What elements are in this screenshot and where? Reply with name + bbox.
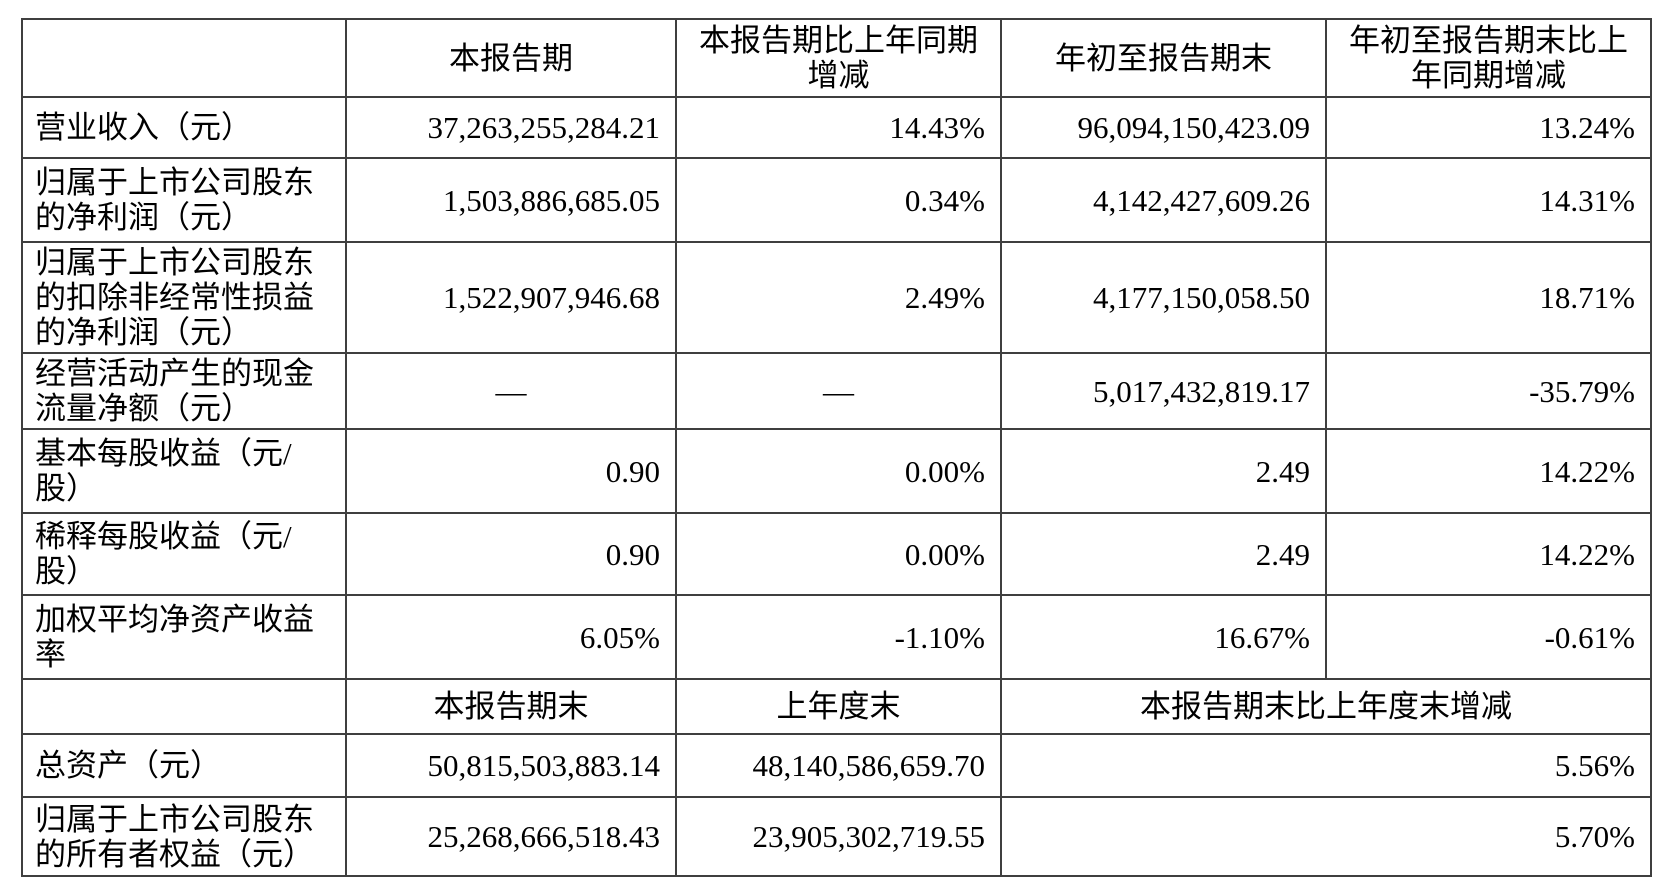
row-label-cell: 归属于上市公司股东 的净利润（元） [21, 157, 347, 243]
value-cell: 13.24% [1325, 96, 1652, 159]
row-diluted-eps: 稀释每股收益（元/ 股） 0.90 0.00% 2.49 14.22% [21, 512, 1652, 596]
row-label-cell: 经营活动产生的现金 流量净额（元） [21, 352, 347, 430]
value-cell: -1.10% [675, 594, 1002, 680]
col-header-end-of-last-year: 上年度末 [675, 678, 1002, 735]
value-cell: 23,905,302,719.55 [675, 796, 1002, 877]
row-label-cell: 稀释每股收益（元/ 股） [21, 512, 347, 596]
row-equity-attributable: 归属于上市公司股东 的所有者权益（元） 25,268,666,518.43 23… [21, 796, 1652, 877]
value-cell: 0.00% [675, 428, 1002, 514]
value-cell: 5.56% [1000, 733, 1652, 798]
main-header-row: 本报告期 本报告期比上年同期 增减 年初至报告期末 年初至报告期末比上 年同期增… [21, 18, 1652, 98]
row-net-profit-after-nonrecurring: 归属于上市公司股东 的扣除非经常性损益 的净利润（元） 1,522,907,94… [21, 241, 1652, 354]
value-cell: 37,263,255,284.21 [345, 96, 677, 159]
col-header-year-to-date: 年初至报告期末 [1000, 18, 1327, 98]
row-label-cell: 归属于上市公司股东 的扣除非经常性损益 的净利润（元） [21, 241, 347, 354]
value-cell: 0.90 [345, 512, 677, 596]
row-operating-cash-flow: 经营活动产生的现金 流量净额（元） — — 5,017,432,819.17 -… [21, 352, 1652, 430]
value-cell: 1,522,907,946.68 [345, 241, 677, 354]
row-operating-revenue: 营业收入（元） 37,263,255,284.21 14.43% 96,094,… [21, 96, 1652, 159]
row-label-cell: 基本每股收益（元/ 股） [21, 428, 347, 514]
value-cell: -0.61% [1325, 594, 1652, 680]
row-label-cell: 营业收入（元） [21, 96, 347, 159]
value-cell: 14.22% [1325, 512, 1652, 596]
value-cell: 48,140,586,659.70 [675, 733, 1002, 798]
value-cell: 0.00% [675, 512, 1002, 596]
value-cell: 5.70% [1000, 796, 1652, 877]
dash-cell: — [675, 352, 1002, 430]
value-cell: 0.34% [675, 157, 1002, 243]
row-label-cell: 总资产（元） [21, 733, 347, 798]
value-cell: 2.49 [1000, 512, 1327, 596]
value-cell: 50,815,503,883.14 [345, 733, 677, 798]
col-header-ytd-yoy-change: 年初至报告期末比上 年同期增减 [1325, 18, 1652, 98]
value-cell: 4,142,427,609.26 [1000, 157, 1327, 243]
col-header-current-period: 本报告期 [345, 18, 677, 98]
value-cell: 18.71% [1325, 241, 1652, 354]
row-label-cell: 加权平均净资产收益 率 [21, 594, 347, 680]
value-cell: 14.31% [1325, 157, 1652, 243]
value-cell: 14.22% [1325, 428, 1652, 514]
col-header-change-vs-last-year-end: 本报告期末比上年度末增减 [1000, 678, 1652, 735]
value-cell: 2.49% [675, 241, 1002, 354]
corner-empty-cell [21, 18, 347, 98]
value-cell: 5,017,432,819.17 [1000, 352, 1327, 430]
row-weighted-avg-roe: 加权平均净资产收益 率 6.05% -1.10% 16.67% -0.61% [21, 594, 1652, 680]
row-label-cell: 归属于上市公司股东 的所有者权益（元） [21, 796, 347, 877]
period-end-header-row: 本报告期末 上年度末 本报告期末比上年度末增减 [21, 678, 1652, 735]
row-basic-eps: 基本每股收益（元/ 股） 0.90 0.00% 2.49 14.22% [21, 428, 1652, 514]
value-cell: 2.49 [1000, 428, 1327, 514]
value-cell: -35.79% [1325, 352, 1652, 430]
row-net-profit-attributable: 归属于上市公司股东 的净利润（元） 1,503,886,685.05 0.34%… [21, 157, 1652, 243]
value-cell: 96,094,150,423.09 [1000, 96, 1327, 159]
financial-summary-table: 本报告期 本报告期比上年同期 增减 年初至报告期末 年初至报告期末比上 年同期增… [21, 18, 1652, 877]
value-cell: 16.67% [1000, 594, 1327, 680]
value-cell: 0.90 [345, 428, 677, 514]
value-cell: 4,177,150,058.50 [1000, 241, 1327, 354]
value-cell: 14.43% [675, 96, 1002, 159]
corner-empty-cell [21, 678, 347, 735]
value-cell: 6.05% [345, 594, 677, 680]
value-cell: 1,503,886,685.05 [345, 157, 677, 243]
row-total-assets: 总资产（元） 50,815,503,883.14 48,140,586,659.… [21, 733, 1652, 798]
col-header-end-of-period: 本报告期末 [345, 678, 677, 735]
dash-cell: — [345, 352, 677, 430]
col-header-current-period-yoy-change: 本报告期比上年同期 增减 [675, 18, 1002, 98]
value-cell: 25,268,666,518.43 [345, 796, 677, 877]
